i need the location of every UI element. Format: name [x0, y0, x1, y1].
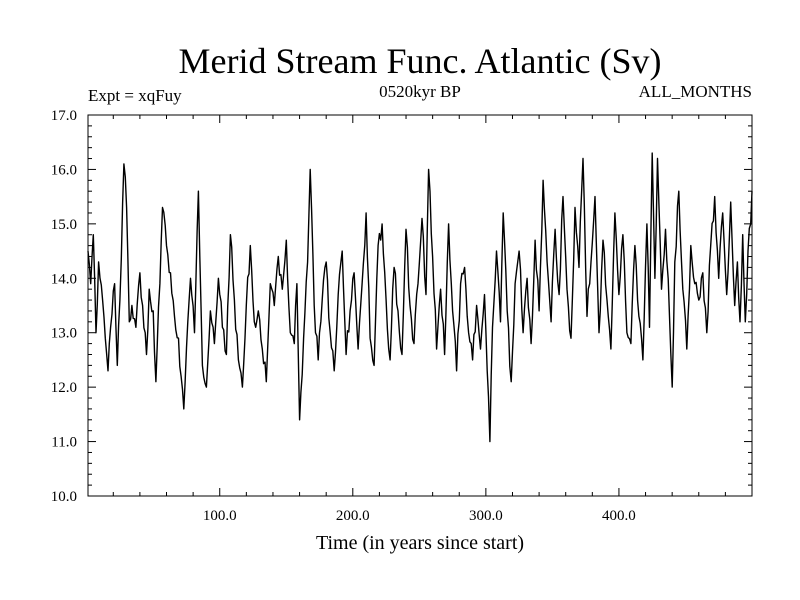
y-tick-label: 17.0	[51, 108, 77, 124]
axis-ticks	[88, 114, 753, 497]
y-tick-label: 15.0	[51, 217, 77, 233]
y-tick-label: 12.0	[51, 380, 77, 396]
stream-function-series-line	[87, 152, 753, 443]
y-axis-tick-labels: 10.0 11.0 12.0 13.0 14.0 15.0 16.0 17.0	[51, 108, 77, 505]
period-label: 0520kyr BP	[379, 82, 461, 101]
months-label: ALL_MONTHS	[639, 82, 752, 101]
experiment-label: Expt = xqFuy	[88, 86, 182, 105]
y-tick-label: 13.0	[51, 326, 77, 342]
x-tick-label: 100.0	[203, 508, 237, 524]
x-tick-label: 300.0	[469, 508, 503, 524]
chart-title: Merid Stream Func. Atlantic (Sv)	[179, 41, 662, 81]
x-axis-tick-labels: 100.0 200.0 300.0 400.0	[203, 508, 636, 524]
y-tick-label: 16.0	[51, 162, 77, 178]
y-tick-label: 11.0	[51, 435, 77, 451]
x-axis-label: Time (in years since start)	[316, 532, 524, 554]
y-tick-label: 10.0	[51, 489, 77, 505]
plot-frame	[87, 114, 753, 497]
y-tick-label: 14.0	[51, 271, 77, 287]
x-tick-label: 200.0	[336, 508, 370, 524]
x-tick-label: 400.0	[602, 508, 636, 524]
